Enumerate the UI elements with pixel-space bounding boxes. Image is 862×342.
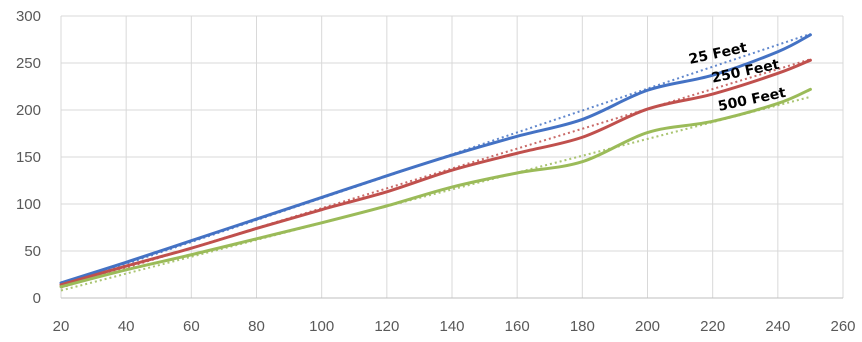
x-axis-tick-labels: 20 40 60 80 100 120 140 160 180 200 220 240 260: [53, 318, 856, 335]
y-axis-tick-labels: 0 50 100 150 200 250 300: [16, 8, 41, 307]
x-tick-label-200: 200: [635, 318, 660, 335]
x-tick-label-140: 140: [439, 318, 464, 335]
y-tick-label-50: 50: [24, 243, 41, 260]
y-tick-label-200: 200: [16, 102, 41, 119]
x-tick-label-220: 220: [700, 318, 725, 335]
series-label-25-feet: 25 Feet: [687, 40, 748, 68]
x-tick-label-60: 60: [183, 318, 200, 335]
y-tick-label-250: 250: [16, 55, 41, 72]
y-tick-label-150: 150: [16, 149, 41, 166]
x-tick-label-160: 160: [505, 318, 530, 335]
series-lines: [59, 33, 812, 289]
series-line-25-feet: [59, 33, 812, 285]
x-tick-label-260: 260: [830, 318, 855, 335]
x-tick-label-100: 100: [309, 318, 334, 335]
trendline-500-feet: [60, 95, 811, 292]
x-tick-label-180: 180: [570, 318, 595, 335]
series-line-250-feet: [59, 58, 812, 287]
y-tick-label-300: 300: [16, 8, 41, 25]
x-tick-label-240: 240: [765, 318, 790, 335]
y-tick-label-0: 0: [33, 290, 41, 307]
x-tick-label-20: 20: [53, 318, 70, 335]
x-tick-label-120: 120: [374, 318, 399, 335]
y-tick-label-100: 100: [16, 196, 41, 213]
x-tick-label-40: 40: [118, 318, 135, 335]
x-tick-label-80: 80: [248, 318, 265, 335]
series-line-500-feet: [59, 87, 812, 289]
grid-lines: [60, 15, 844, 299]
